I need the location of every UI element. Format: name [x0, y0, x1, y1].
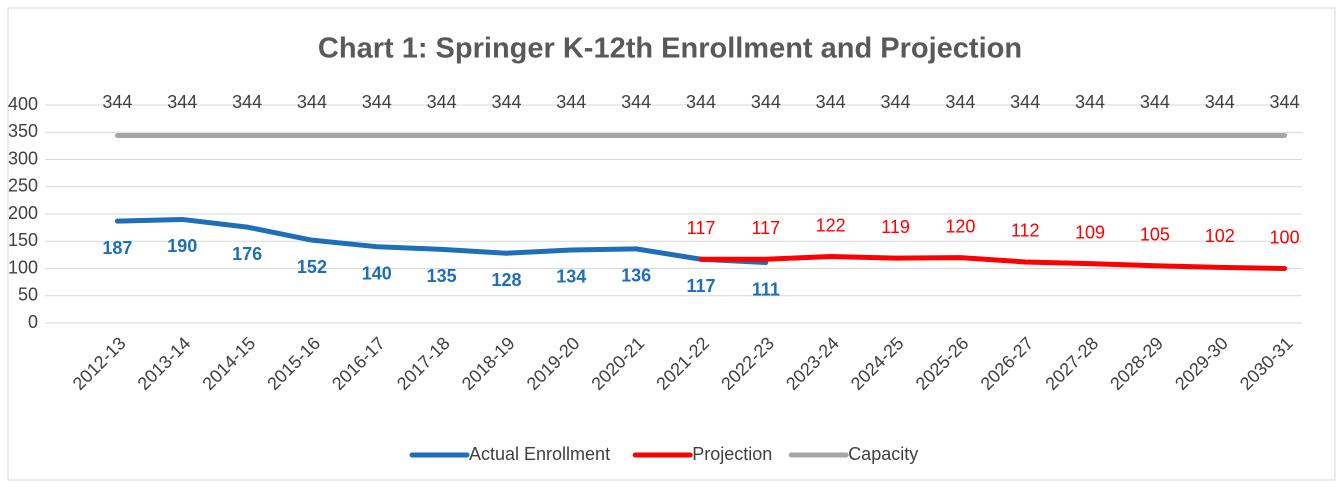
legend-label: Capacity: [848, 444, 918, 464]
data-label: 117: [687, 218, 716, 238]
data-label: 344: [556, 92, 586, 112]
data-label: 120: [945, 216, 975, 236]
data-label: 344: [491, 92, 521, 112]
data-label: 344: [1010, 92, 1040, 112]
data-label: 135: [427, 266, 457, 286]
y-tick-label: 350: [8, 121, 38, 141]
data-label: 136: [621, 266, 651, 286]
data-label: 102: [1205, 226, 1235, 246]
data-label: 344: [232, 92, 262, 112]
data-label: 152: [297, 257, 327, 277]
data-label: 344: [362, 92, 392, 112]
chart-border: [7, 7, 1336, 481]
data-label: 117: [686, 276, 715, 296]
data-label: 344: [297, 92, 327, 112]
data-label: 344: [816, 92, 846, 112]
data-label: 176: [232, 244, 262, 264]
data-label: 100: [1270, 227, 1300, 247]
data-label: 111: [752, 279, 780, 299]
data-label: 344: [686, 92, 716, 112]
data-label: 140: [362, 263, 392, 283]
data-label: 109: [1075, 222, 1105, 242]
series-line: [114, 216, 769, 266]
data-label: 119: [881, 217, 910, 237]
data-label: 344: [1140, 92, 1170, 112]
data-label: 344: [1205, 92, 1235, 112]
y-tick-label: 0: [28, 312, 38, 332]
y-tick-label: 400: [8, 94, 38, 114]
data-label: 344: [621, 92, 651, 112]
data-label: 344: [751, 92, 781, 112]
data-label: 134: [556, 267, 586, 287]
data-label: 344: [1075, 92, 1105, 112]
data-label: 344: [945, 92, 975, 112]
y-tick-label: 300: [8, 148, 38, 168]
data-label: 187: [102, 238, 132, 258]
y-tick-label: 200: [8, 203, 38, 223]
data-label: 128: [491, 270, 521, 290]
data-label: 122: [816, 215, 846, 235]
data-label: 117: [751, 218, 780, 238]
legend-label: Actual Enrollment: [469, 444, 610, 464]
y-tick-label: 100: [8, 257, 38, 277]
series-line: [698, 254, 1288, 271]
y-tick-label: 150: [8, 230, 38, 250]
data-label: 344: [881, 92, 911, 112]
data-label: 344: [427, 92, 457, 112]
data-label: 105: [1140, 225, 1170, 245]
data-label: 112: [1011, 221, 1040, 241]
y-tick-label: 250: [8, 176, 38, 196]
data-label: 344: [167, 92, 197, 112]
y-tick-label: 50: [18, 285, 38, 305]
data-label: 344: [1270, 92, 1300, 112]
legend-label: Projection: [692, 444, 772, 464]
data-label: 190: [167, 236, 197, 256]
data-label: 344: [102, 92, 132, 112]
chart-title: Chart 1: Springer K-12th Enrollment and …: [318, 33, 1022, 65]
